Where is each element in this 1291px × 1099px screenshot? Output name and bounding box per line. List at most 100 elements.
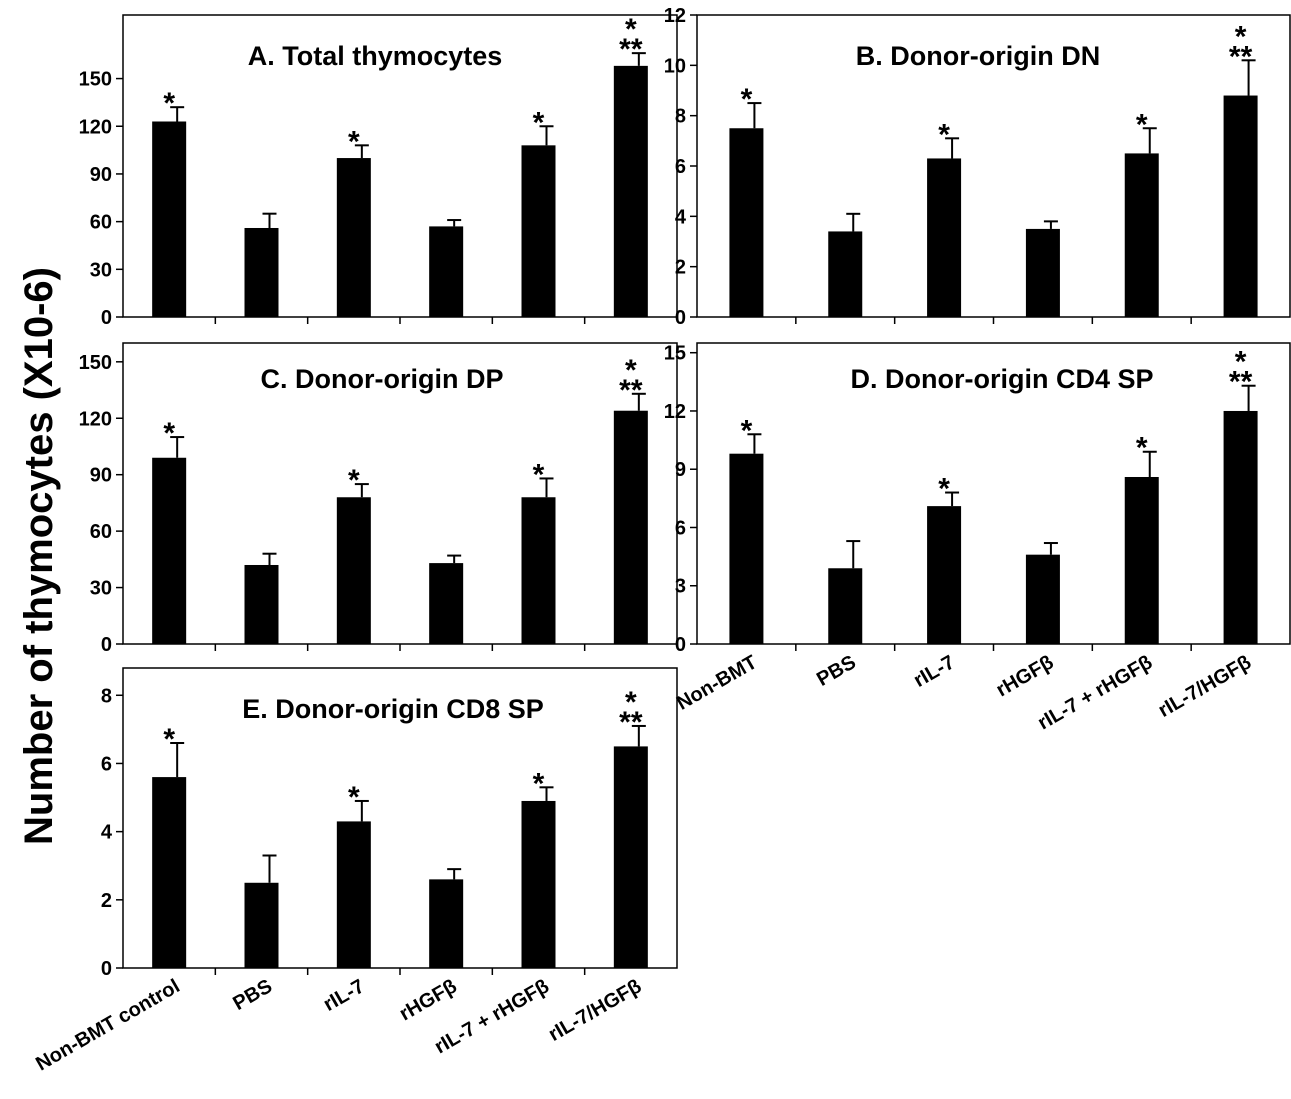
bar — [828, 231, 863, 317]
y-tick-label: 4 — [101, 822, 113, 844]
chart-title: A. Total thymocytes — [248, 41, 503, 71]
significance-marker: * — [163, 87, 175, 120]
chart-title: C. Donor-origin DP — [261, 364, 504, 394]
significance-marker: * — [1235, 20, 1247, 53]
y-tick-label: 60 — [90, 212, 112, 234]
y-tick-label: 120 — [79, 116, 112, 138]
significance-marker: * — [1136, 432, 1148, 465]
bar — [521, 800, 556, 968]
significance-marker: ** — [1229, 366, 1253, 399]
chart-panel-e: 0 2 4 6 8 E. Donor-origin CD8 SP * Non-BMT cont… — [32, 667, 678, 1075]
y-tick-label: 12 — [664, 401, 686, 423]
bar — [429, 563, 464, 644]
y-tick-label: 90 — [90, 164, 112, 186]
y-tick-label: 10 — [664, 55, 686, 77]
bar — [152, 777, 187, 968]
y-tick-label: 30 — [90, 578, 112, 600]
bar — [828, 568, 863, 644]
y-tick-label: 60 — [90, 521, 112, 543]
y-tick-label: 12 — [664, 5, 686, 27]
significance-marker: * — [741, 83, 753, 116]
bar — [613, 746, 648, 968]
significance-marker: * — [625, 686, 637, 719]
x-tick-label: PBS — [229, 975, 276, 1015]
y-tick-label: 6 — [101, 753, 112, 775]
bar — [152, 457, 187, 644]
significance-marker: ** — [619, 33, 643, 66]
y-tick-label: 0 — [101, 634, 112, 656]
x-tick-label: rHGFβ — [396, 975, 461, 1025]
chart-title: E. Donor-origin CD8 SP — [242, 694, 544, 724]
bar — [1223, 95, 1258, 318]
significance-marker: * — [625, 13, 637, 46]
significance-marker: * — [625, 354, 637, 387]
x-tick-label: Non-BMT — [673, 651, 761, 714]
bar — [1124, 153, 1159, 317]
significance-marker: * — [533, 458, 545, 491]
x-tick-label: rIL-7 — [320, 975, 369, 1016]
y-tick-label: 0 — [101, 958, 112, 980]
chart-panel-d: 0 3 6 9 12 15 D. Donor-origin CD4 SP * Non-BMT PB… — [664, 342, 1291, 735]
significance-marker: * — [1235, 346, 1247, 379]
y-tick-label: 2 — [101, 890, 112, 912]
y-tick-label: 0 — [101, 307, 112, 329]
chart-title: D. Donor-origin CD4 SP — [851, 364, 1154, 394]
bar — [521, 145, 556, 317]
bar — [244, 227, 279, 317]
significance-marker: ** — [619, 706, 643, 739]
bar — [521, 497, 556, 644]
bar — [1025, 228, 1060, 317]
y-tick-label: 9 — [675, 459, 686, 481]
y-tick-label: 90 — [90, 465, 112, 487]
significance-marker: * — [533, 767, 545, 800]
x-tick-label: rHGFβ — [993, 651, 1058, 701]
bar — [336, 158, 371, 317]
bar — [1025, 554, 1060, 644]
y-tick-label: 6 — [675, 517, 686, 539]
bar — [244, 564, 279, 644]
bar — [927, 506, 962, 644]
y-tick-label: 30 — [90, 259, 112, 281]
bar — [244, 882, 279, 968]
bar — [336, 821, 371, 968]
x-tick-label: rIL-7/HGFβ — [545, 975, 645, 1046]
x-tick-label: PBS — [813, 651, 860, 691]
y-tick-label: 8 — [101, 685, 112, 707]
bar — [729, 128, 764, 317]
x-tick-label: rIL-7 — [910, 651, 959, 692]
significance-marker: * — [348, 464, 360, 497]
significance-marker: * — [163, 723, 175, 756]
bar — [1223, 410, 1258, 644]
bar — [729, 453, 764, 644]
x-tick-label: Non-BMT control — [32, 975, 183, 1075]
chart-title: B. Donor-origin DN — [856, 41, 1100, 71]
y-tick-label: 150 — [79, 69, 112, 91]
y-tick-label: 2 — [675, 257, 686, 279]
significance-marker: * — [741, 414, 753, 447]
bar — [1124, 476, 1159, 644]
bar — [152, 121, 187, 317]
significance-marker: * — [938, 473, 950, 506]
y-tick-label: 120 — [79, 408, 112, 430]
bar — [927, 158, 962, 317]
bar — [336, 497, 371, 644]
y-axis-label: Number of thymocytes (X10-6) — [17, 267, 61, 845]
y-tick-label: 15 — [664, 343, 686, 365]
y-tick-label: 4 — [675, 206, 687, 228]
significance-marker: ** — [619, 374, 643, 407]
bar — [613, 65, 648, 317]
significance-marker: * — [163, 417, 175, 450]
significance-marker: * — [348, 781, 360, 814]
significance-marker: * — [348, 125, 360, 158]
y-tick-label: 8 — [675, 106, 686, 128]
bar — [429, 879, 464, 968]
x-tick-label: rIL-7/HGFβ — [1155, 651, 1255, 722]
y-tick-label: 150 — [79, 352, 112, 374]
y-tick-label: 6 — [675, 156, 686, 178]
bar — [429, 226, 464, 317]
significance-marker: * — [938, 118, 950, 151]
